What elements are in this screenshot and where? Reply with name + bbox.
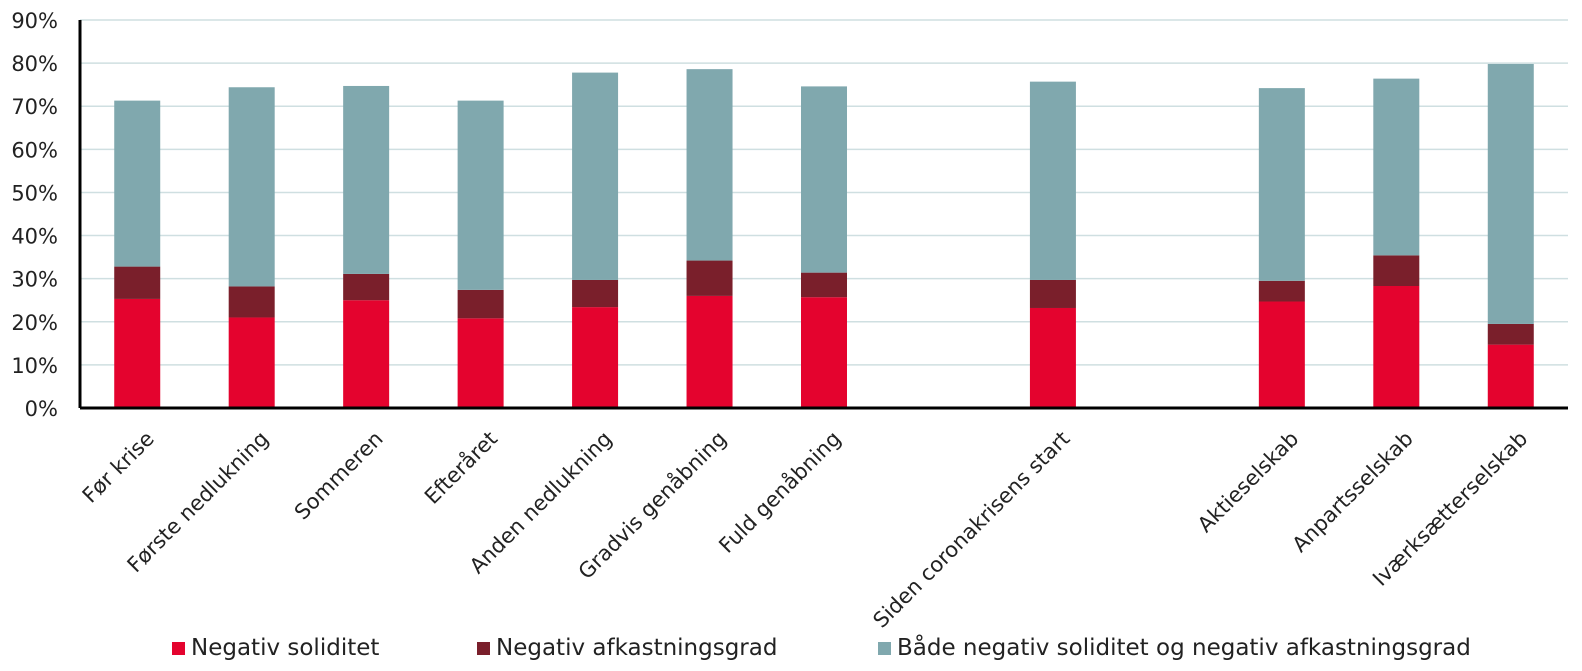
- legend-swatch: [477, 641, 490, 655]
- legend-label: Negativ soliditet: [191, 635, 380, 661]
- bar-segment-series-2: [114, 100, 161, 267]
- legend-item-negativ-soliditet: Negativ soliditet: [172, 635, 379, 661]
- bar-segment-series-1: [343, 273, 390, 301]
- y-tick-label: 40%: [11, 225, 58, 249]
- bar-segment-series-2: [1487, 63, 1534, 324]
- bar-segment-series-1: [572, 279, 619, 308]
- bar-segment-series-0: [343, 300, 390, 408]
- x-tick-label: Siden coronakrisens start: [868, 427, 1074, 633]
- x-tick-label: Før krise: [78, 427, 159, 508]
- legend-label: Både negativ soliditet og negativ afkast…: [897, 635, 1471, 661]
- x-tick-label: Efteråret: [419, 426, 502, 509]
- x-tick-label: Fuld genåbning: [714, 426, 846, 558]
- y-tick-labels: 0% 10% 20% 30% 40% 50% 60% 70% 80% 90%: [11, 9, 58, 421]
- bar-segment-series-0: [572, 307, 619, 408]
- bar-segment-series-1: [1487, 323, 1534, 345]
- legend-swatch: [878, 641, 891, 655]
- bar-segment-series-0: [1487, 344, 1534, 408]
- bar-segment-series-2: [801, 86, 847, 273]
- bar-segment-series-0: [457, 318, 504, 408]
- legend: Negativ soliditet Negativ afkastningsgra…: [0, 635, 1582, 669]
- legend-label: Negativ afkastningsgrad: [496, 635, 778, 661]
- bar-segment-series-0: [228, 317, 275, 408]
- y-tick-label: 50%: [11, 181, 58, 205]
- y-tick-label: 60%: [11, 138, 58, 162]
- bar-segment-series-1: [686, 260, 733, 296]
- bar-segment-series-2: [1373, 78, 1420, 256]
- y-tick-label: 80%: [11, 52, 58, 76]
- bar-segment-series-1: [228, 286, 275, 318]
- bar-segment-series-0: [1258, 301, 1305, 408]
- bar-segment-series-0: [801, 297, 847, 408]
- x-tick-label: Sommeren: [290, 427, 388, 525]
- bar-segment-series-2: [572, 72, 619, 280]
- bar-segment-series-1: [114, 266, 161, 299]
- bar-segment-series-1: [1373, 255, 1420, 286]
- bar-segment-series-0: [1029, 307, 1076, 408]
- bar-segment-series-2: [228, 87, 275, 287]
- stacked-bar-chart: 0%10%20%30%40%50%60%70%80%90% Før kriseF…: [11, 9, 1568, 633]
- bar-segment-series-1: [1029, 279, 1076, 308]
- bar-segment-series-2: [1029, 81, 1076, 280]
- bar-segment-series-2: [343, 85, 390, 274]
- bar-segment-series-1: [457, 289, 504, 319]
- y-tick-label: 0%: [25, 397, 58, 421]
- axes: [78, 20, 1568, 410]
- legend-item-negativ-afkastningsgrad: Negativ afkastningsgrad: [477, 635, 777, 661]
- bar-segment-series-2: [457, 100, 504, 290]
- legend-swatch: [172, 641, 185, 655]
- bar-segment-series-2: [1258, 88, 1305, 281]
- bar-segment-series-0: [1373, 285, 1420, 408]
- bar-segment-series-2: [686, 69, 733, 261]
- bars: [114, 63, 1534, 408]
- x-tick-label: Anpartsselskab: [1288, 427, 1418, 557]
- legend-item-begge-negative: Både negativ soliditet og negativ afkast…: [878, 635, 1471, 661]
- y-tick-label: 30%: [11, 268, 58, 292]
- x-tick-label: Aktieselskab: [1193, 427, 1303, 537]
- y-tick-label: 10%: [11, 354, 58, 378]
- y-tick-label: 90%: [11, 9, 58, 33]
- y-tick-label: 20%: [11, 311, 58, 335]
- bar-segment-series-0: [686, 295, 733, 408]
- y-tick-label: 70%: [11, 95, 58, 119]
- bar-segment-series-0: [114, 298, 161, 408]
- bar-segment-series-1: [801, 272, 847, 298]
- bar-segment-series-1: [1258, 280, 1305, 302]
